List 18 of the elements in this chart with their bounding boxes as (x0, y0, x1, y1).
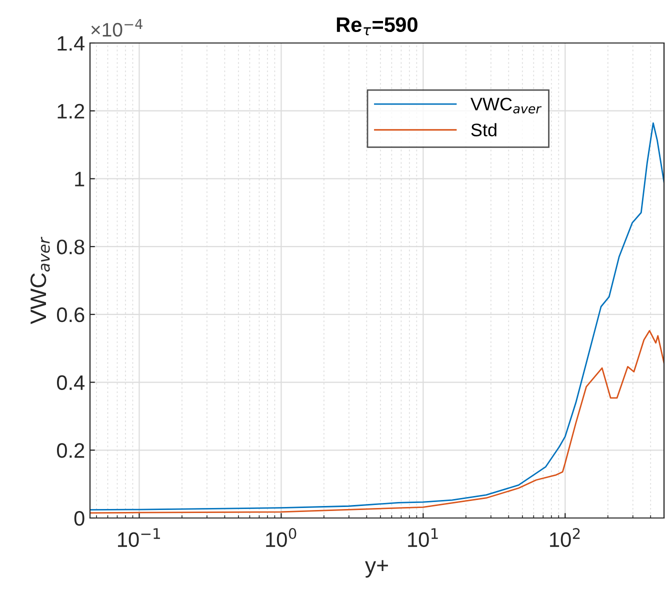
y-tick-label: 1 (75, 172, 84, 186)
text: ×10$^{−4}$ (91, 19, 142, 37)
y-axis-title: VWC$_{aver}$ (30, 236, 50, 324)
x-tick-label: 10$^{1}$ (408, 528, 438, 548)
y-tick-label: 1.4 (58, 36, 85, 51)
x-tick-label: 10$^{−1}$ (118, 528, 160, 548)
legend-label: VWC$_{aver}$ (470, 98, 542, 114)
y-tick-label: 0.8 (56, 240, 84, 254)
y-tick-label: 0.2 (56, 443, 84, 458)
chart-title: Re$_{τ}$=590 (336, 17, 418, 36)
x-tick-label: 10$^{0}$ (266, 528, 296, 548)
y-tick-label: 0.6 (56, 307, 84, 322)
x-tick-label: 10$^{2}$ (550, 528, 580, 548)
y-tick-label: 0 (74, 511, 84, 526)
x-axis-title: y+ (365, 560, 388, 578)
legend-label: Std (471, 123, 496, 136)
y-tick-label: 0.4 (56, 375, 85, 390)
y-tick-label: 1.2 (58, 104, 84, 118)
